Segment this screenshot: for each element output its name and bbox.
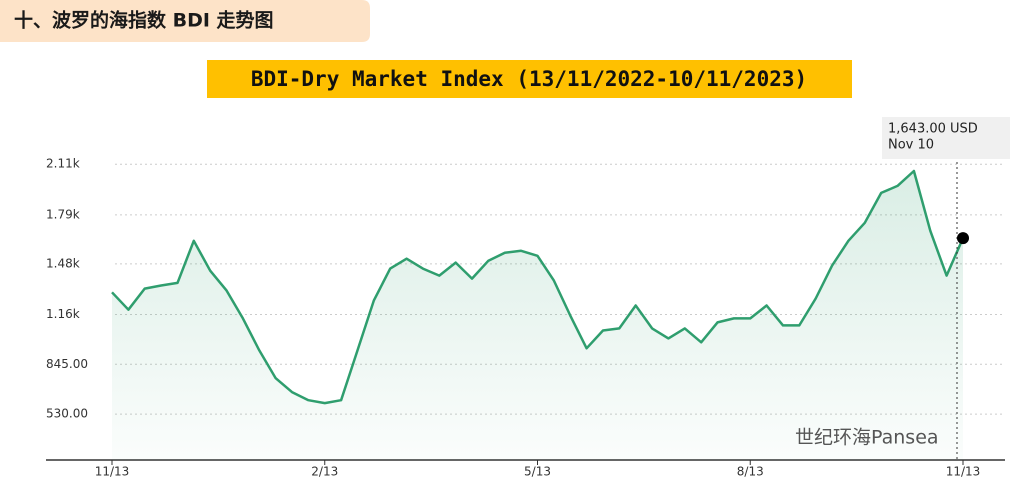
y-tick-label: 845.00 [46,357,88,371]
marker-dot [957,232,969,245]
y-tick-label: 1.16k [46,307,80,321]
x-tick-label: 11/13 [95,465,130,479]
x-tick-label: 5/13 [524,465,551,479]
watermark: 世纪环海Pansea [795,427,939,449]
plot: 530.00 845.00 1.16k 1.48k 1.79k 2.11k 11/13 2/1… [46,157,1005,479]
tooltip-box [882,117,1010,159]
tooltip-date: Nov 10 [888,138,934,153]
header: 十、波罗的海指数 BDI 走势图 [14,9,274,32]
chart-title: BDI-Dry Market Index (13/11/2022-10/11/2… [251,67,807,91]
x-tick-label: 8/13 [737,465,764,479]
y-tick-label: 530.00 [46,407,88,421]
line [111,169,965,405]
area [112,171,963,460]
tooltip-value: 1,643.00 USD [888,122,978,137]
y-tick-label: 2.11k [46,157,80,171]
x-tick-label: 11/13 [946,465,981,479]
y-tick-label: 1.79k [46,207,80,221]
x-tick-label: 2/13 [311,465,338,479]
title-box [207,60,852,98]
y-tick-label: 1.48k [46,256,80,270]
header-box [0,0,370,42]
